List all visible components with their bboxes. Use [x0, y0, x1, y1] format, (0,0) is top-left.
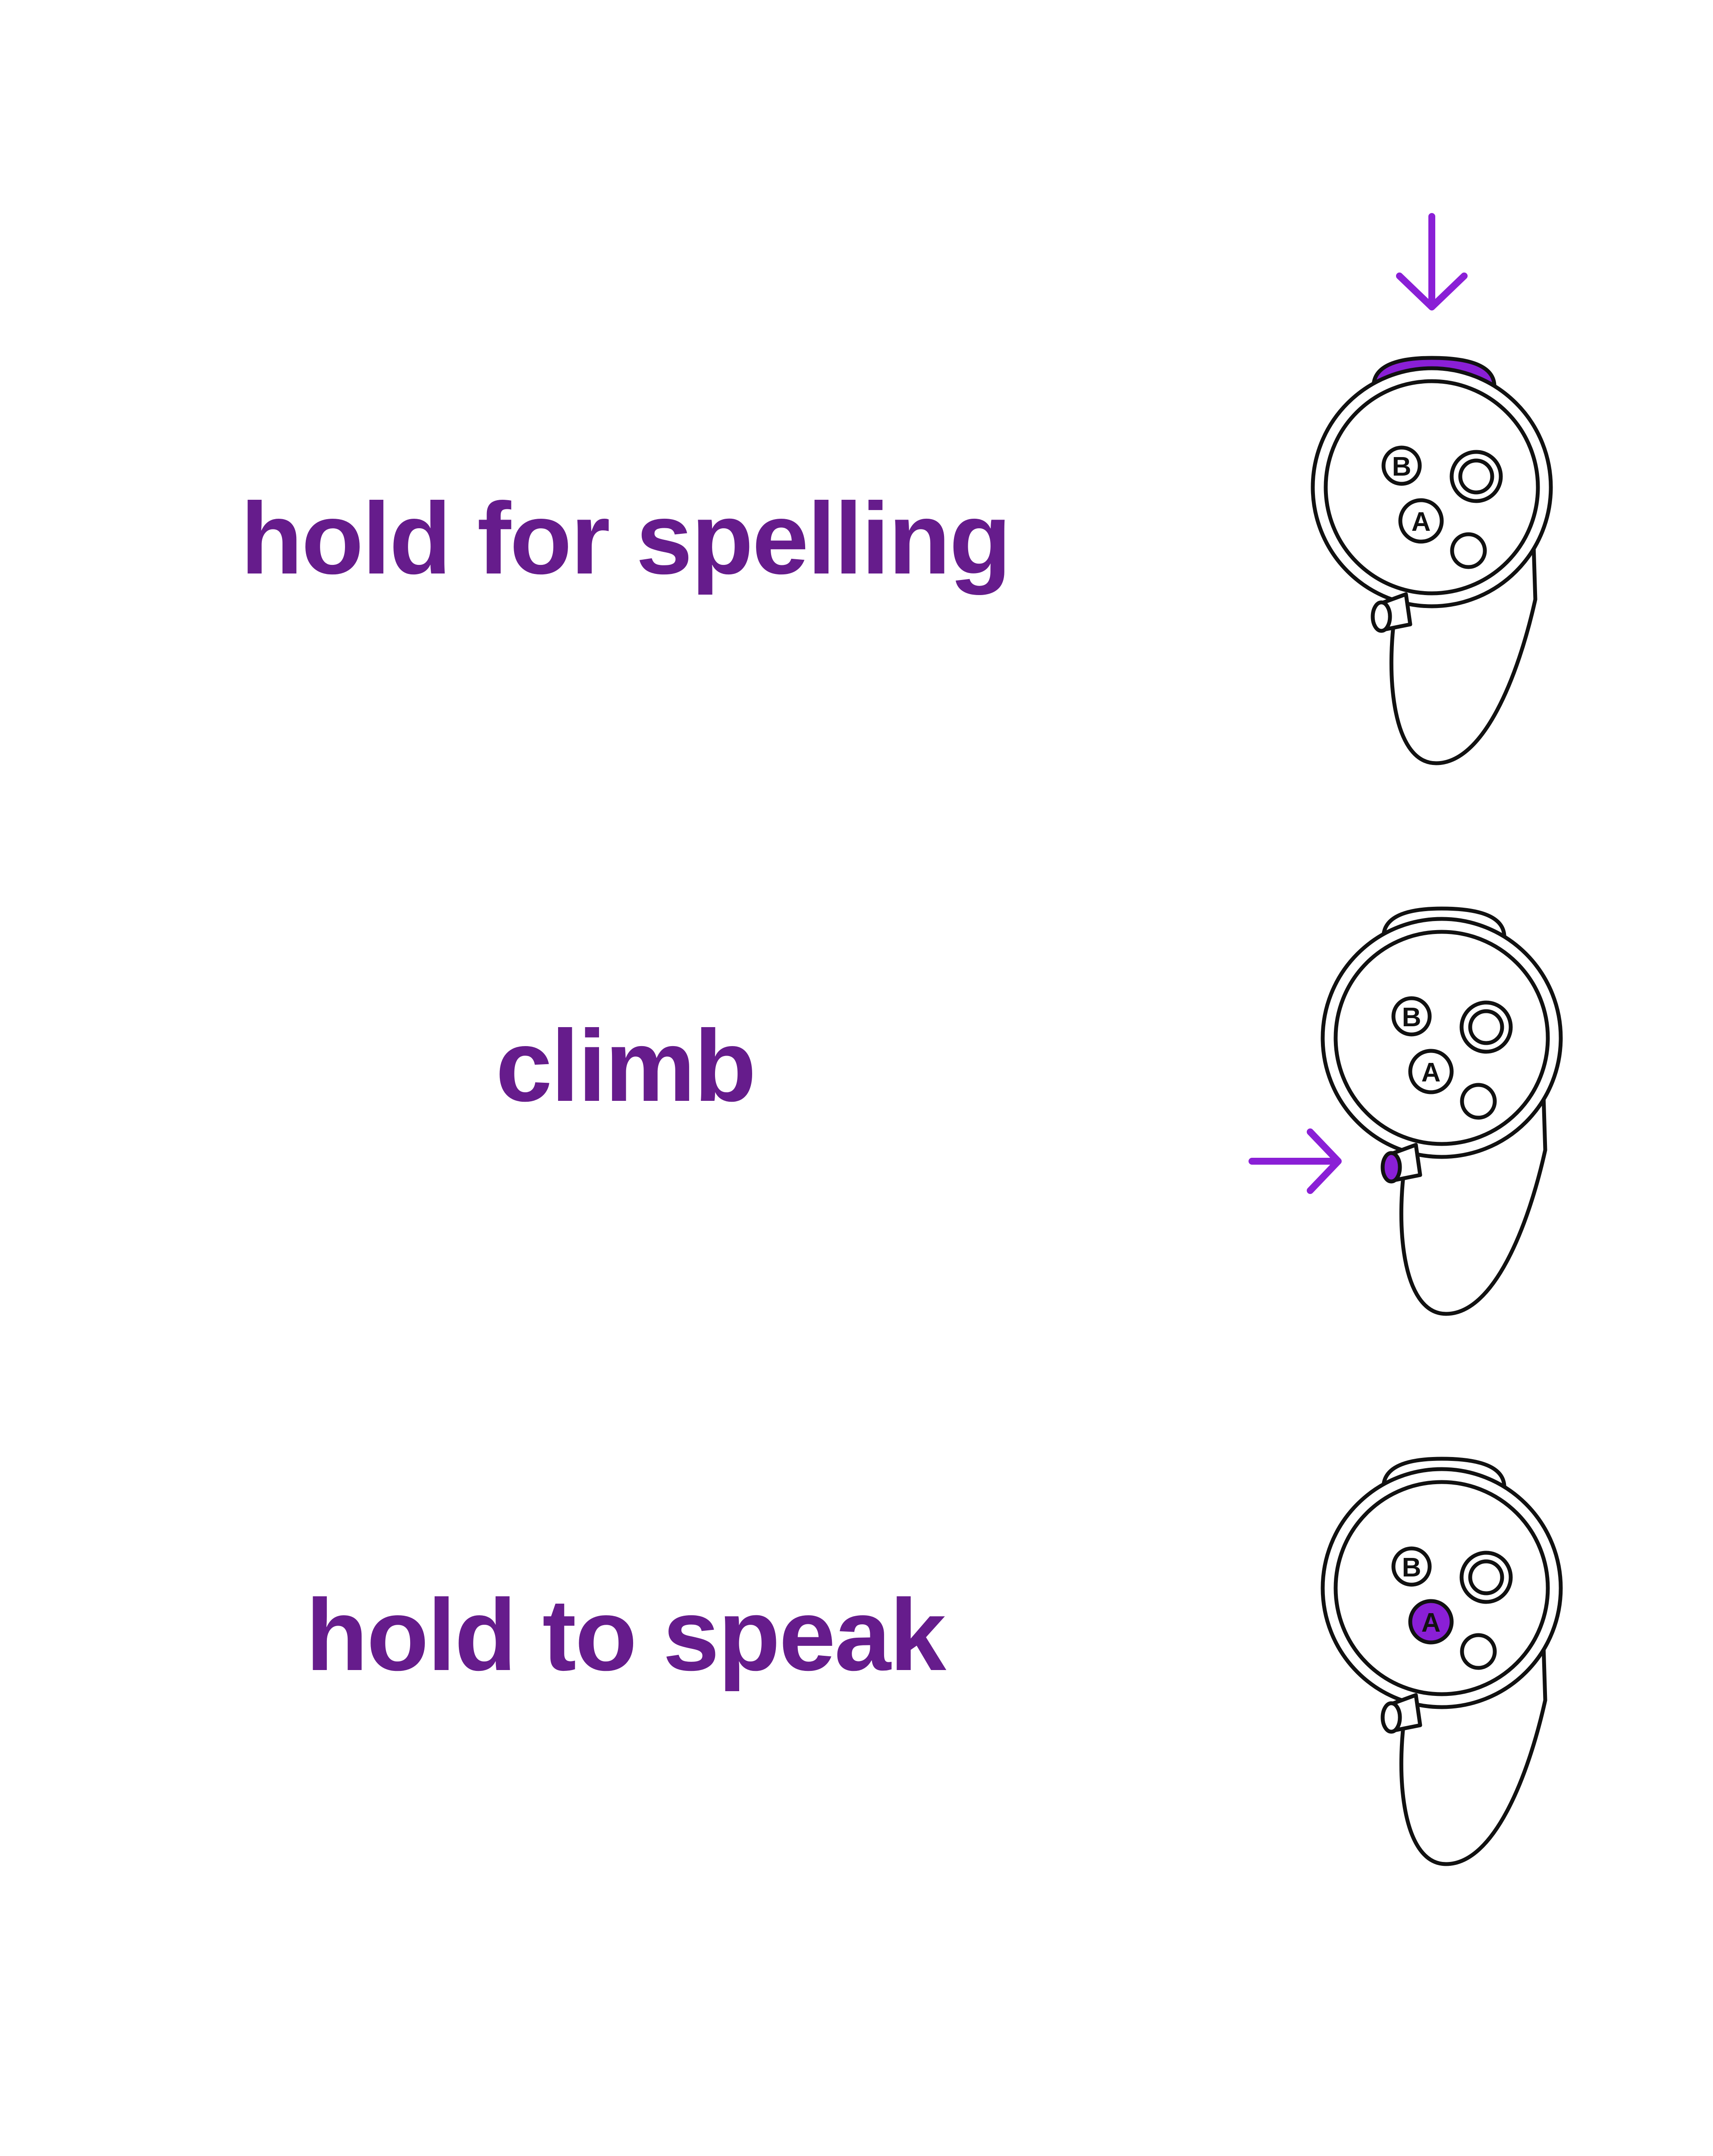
controller-icon: B A	[1311, 213, 1553, 765]
a-button-label: A	[1412, 507, 1431, 537]
controller-ring-outer	[1321, 1467, 1563, 1709]
controller-ring-inner	[1333, 1480, 1550, 1696]
a-button: A	[1408, 1599, 1454, 1645]
arrow-right-icon	[1249, 1128, 1342, 1194]
thumbstick	[1459, 1000, 1513, 1054]
controller-icon: B A	[1321, 1457, 1563, 1866]
a-button: A	[1408, 1049, 1454, 1094]
b-button-label: B	[1392, 452, 1412, 482]
menu-button	[1460, 1633, 1497, 1670]
controller-ring-outer	[1311, 366, 1553, 608]
menu-button	[1460, 1083, 1497, 1120]
side-grip-cap	[1380, 1151, 1402, 1184]
a-button-label: A	[1421, 1058, 1441, 1087]
thumbstick	[1459, 1551, 1513, 1604]
side-grip	[1380, 1693, 1422, 1734]
b-button-label: B	[1402, 1553, 1421, 1583]
a-button-label: A	[1421, 1608, 1441, 1638]
label-hold-to-speak: hold to speak	[306, 1578, 947, 1692]
controller-icon: B A	[1249, 906, 1563, 1316]
instruction-row-climb: climb B A	[496, 906, 1563, 1316]
thumbstick	[1449, 450, 1503, 503]
b-button: B	[1391, 996, 1432, 1037]
menu-button	[1450, 532, 1487, 569]
controller-ring-inner	[1333, 930, 1550, 1146]
b-button: B	[1391, 1546, 1432, 1587]
instruction-row-speak: hold to speak B A	[306, 1457, 1563, 1866]
label-hold-for-spelling: hold for spelling	[241, 482, 1010, 595]
side-grip	[1380, 1143, 1422, 1184]
a-button: A	[1398, 498, 1444, 544]
controller-ring-outer	[1321, 917, 1563, 1159]
label-climb: climb	[496, 1009, 755, 1123]
side-grip	[1371, 592, 1412, 633]
b-button-label: B	[1402, 1003, 1421, 1032]
instruction-row-spelling: hold for spelling B A	[241, 213, 1553, 765]
controller-ring-inner	[1324, 379, 1540, 595]
arrow-down-icon	[1396, 213, 1468, 310]
side-grip-cap	[1380, 1701, 1402, 1734]
side-grip-cap	[1371, 600, 1392, 633]
b-button: B	[1381, 445, 1422, 486]
